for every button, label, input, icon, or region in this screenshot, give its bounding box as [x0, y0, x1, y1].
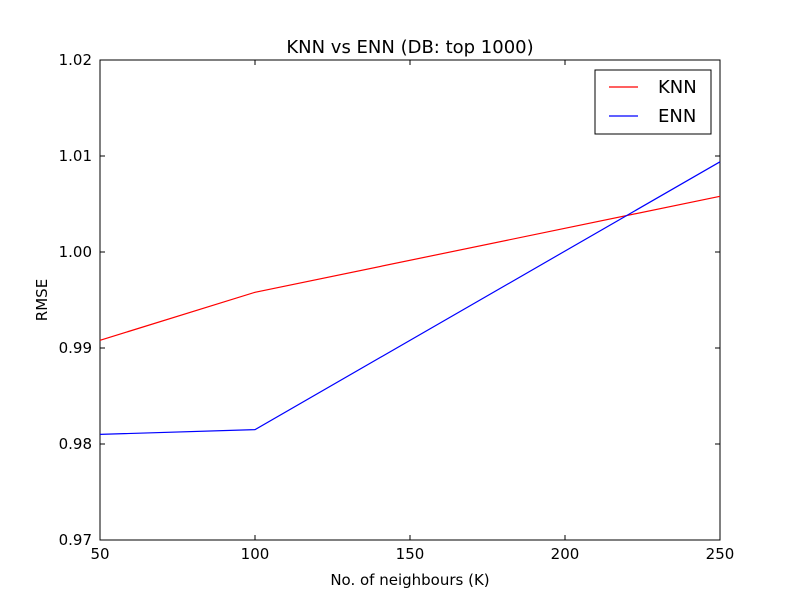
chart-title: KNN vs ENN (DB: top 1000): [286, 37, 533, 58]
legend-box: [594, 69, 712, 135]
legend: KNN ENN: [594, 69, 712, 135]
y-tick-label: 0.98: [59, 435, 92, 453]
x-axis-label: No. of neighbours (K): [330, 571, 489, 589]
legend-label-knn: KNN: [658, 77, 697, 98]
x-tick-label: 150: [396, 545, 425, 563]
x-axis-ticks: 50 100 150 200 250: [90, 60, 734, 563]
y-tick-label: 0.99: [59, 339, 92, 357]
x-tick-label: 50: [90, 545, 109, 563]
series-line-knn: [99, 195, 721, 341]
series-line-enn: [99, 161, 721, 435]
plot-area: 50 100 150 200 250 0.97 0.98 0.99 1.00 1.01 1.02: [59, 51, 735, 563]
y-tick-label: 0.97: [59, 531, 92, 549]
y-tick-label: 1.02: [59, 51, 92, 69]
series-lines: [99, 161, 721, 435]
y-tick-label: 1.00: [59, 243, 92, 261]
y-axis-label: RMSE: [33, 279, 51, 321]
y-tick-label: 1.01: [59, 147, 92, 165]
y-axis-ticks: 0.97 0.98 0.99 1.00 1.01 1.02: [59, 51, 720, 549]
legend-label-enn: ENN: [658, 106, 696, 127]
x-tick-label: 200: [551, 545, 580, 563]
x-tick-label: 100: [241, 545, 270, 563]
x-tick-label: 250: [706, 545, 735, 563]
